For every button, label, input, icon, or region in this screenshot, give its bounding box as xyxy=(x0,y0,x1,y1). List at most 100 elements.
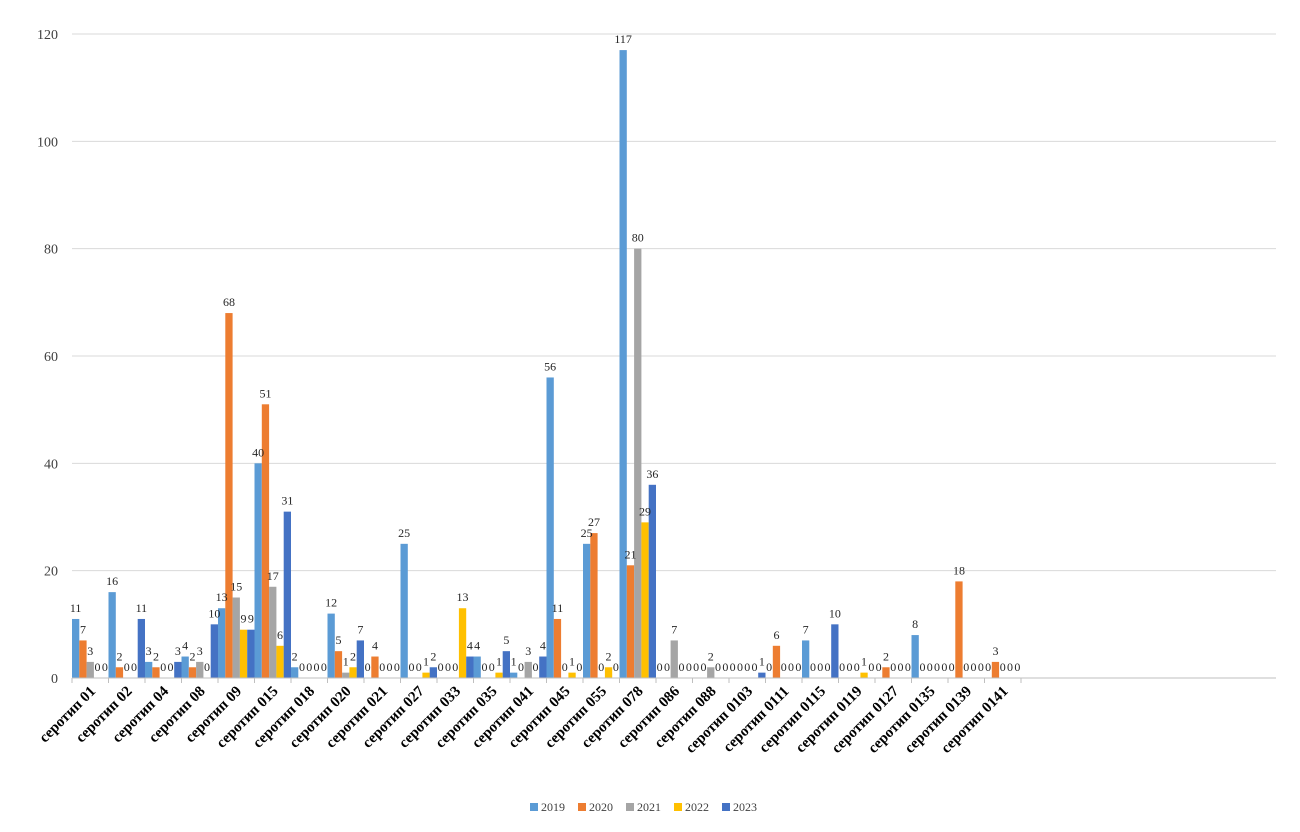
data-label: 0 xyxy=(846,660,852,674)
data-label: 1 xyxy=(511,655,517,669)
data-label: 0 xyxy=(817,660,823,674)
bar xyxy=(991,661,1000,678)
bar xyxy=(291,667,299,678)
data-label: 0 xyxy=(919,660,925,674)
data-label: 56 xyxy=(544,359,556,373)
bar xyxy=(619,50,627,679)
data-label: 0 xyxy=(379,660,385,674)
bar xyxy=(225,313,233,678)
data-label: 0 xyxy=(949,660,955,674)
bar xyxy=(232,597,240,678)
data-label: 0 xyxy=(963,660,969,674)
data-label: 0 xyxy=(387,660,393,674)
data-label: 4 xyxy=(372,639,378,653)
data-label: 0 xyxy=(489,660,495,674)
data-label: 2 xyxy=(606,649,612,663)
data-label: 80 xyxy=(632,231,644,245)
bar xyxy=(583,543,591,678)
bar xyxy=(422,672,430,678)
data-label: 2 xyxy=(116,649,122,663)
data-label: 7 xyxy=(671,622,677,636)
bar xyxy=(327,613,335,678)
bar xyxy=(283,511,291,678)
bar xyxy=(510,672,518,678)
bar xyxy=(546,377,554,678)
bar xyxy=(758,672,766,678)
data-label: 0 xyxy=(1007,660,1013,674)
data-label: 16 xyxy=(106,574,118,588)
y-tick-label: 120 xyxy=(37,28,58,43)
data-label: 13 xyxy=(457,590,469,604)
bar xyxy=(553,618,562,678)
data-label: 1 xyxy=(861,655,867,669)
data-label: 0 xyxy=(810,660,816,674)
data-label: 2 xyxy=(189,649,195,663)
bar xyxy=(502,651,510,678)
data-label: 21 xyxy=(624,547,636,561)
data-label: 0 xyxy=(971,660,977,674)
bar xyxy=(400,543,408,678)
data-label: 0 xyxy=(868,660,874,674)
data-label: 2 xyxy=(153,649,159,663)
data-label: 11 xyxy=(136,601,148,615)
data-label: 7 xyxy=(80,622,86,636)
y-tick-label: 60 xyxy=(44,350,58,365)
bar xyxy=(626,565,635,678)
bar xyxy=(334,651,343,678)
data-label: 15 xyxy=(230,580,242,594)
bar xyxy=(458,608,467,678)
data-label: 0 xyxy=(934,660,940,674)
data-label: 0 xyxy=(1014,660,1020,674)
bar xyxy=(641,522,649,678)
data-label: 0 xyxy=(598,660,604,674)
data-label: 0 xyxy=(795,660,801,674)
data-label: 4 xyxy=(467,639,473,653)
bar xyxy=(152,667,160,678)
bar xyxy=(137,618,145,678)
data-label: 0 xyxy=(700,660,706,674)
y-tick-label: 0 xyxy=(51,672,58,687)
data-label: 7 xyxy=(357,622,363,636)
data-label: 68 xyxy=(223,295,235,309)
data-label: 0 xyxy=(657,660,663,674)
data-label: 1 xyxy=(423,655,429,669)
bar xyxy=(342,672,350,678)
bar xyxy=(108,592,116,678)
data-label: 3 xyxy=(87,644,93,658)
bar xyxy=(72,618,80,678)
data-label: 2 xyxy=(883,649,889,663)
data-label: 13 xyxy=(216,590,228,604)
bar xyxy=(115,667,124,678)
data-label: 0 xyxy=(576,660,582,674)
bar xyxy=(539,656,547,678)
data-label: 3 xyxy=(525,644,531,658)
data-label: 0 xyxy=(306,660,312,674)
data-label: 0 xyxy=(788,660,794,674)
legend: 2019 2020 2021 2022 2023 xyxy=(530,800,757,814)
data-label: 0 xyxy=(562,660,568,674)
bar xyxy=(210,624,218,678)
data-label: 0 xyxy=(854,660,860,674)
data-label: 1 xyxy=(343,655,349,669)
data-label: 27 xyxy=(588,515,600,529)
data-label: 0 xyxy=(744,660,750,674)
data-label: 10 xyxy=(829,606,841,620)
data-label: 25 xyxy=(581,526,593,540)
bar xyxy=(648,484,656,678)
bar xyxy=(524,661,532,678)
legend-swatch xyxy=(530,803,538,811)
legend-label: 2021 xyxy=(637,800,661,814)
data-label: 0 xyxy=(686,660,692,674)
data-label: 0 xyxy=(825,660,831,674)
data-label: 0 xyxy=(737,660,743,674)
y-axis: 0 20 40 60 80 100 120 xyxy=(37,28,58,687)
bar xyxy=(590,533,598,678)
data-label: 18 xyxy=(953,563,965,577)
legend-swatch xyxy=(674,803,682,811)
bar xyxy=(772,645,781,678)
data-label: 0 xyxy=(876,660,882,674)
data-label: 9 xyxy=(241,612,247,626)
data-label: 8 xyxy=(912,617,918,631)
